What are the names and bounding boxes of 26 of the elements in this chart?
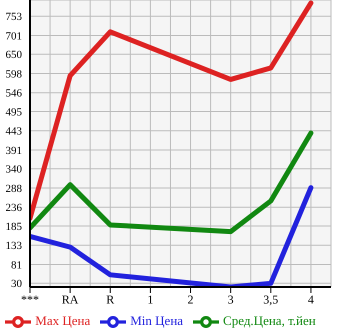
y-tick-label: 30 [11, 278, 22, 290]
x-tick-label: RA [62, 292, 79, 307]
y-tick-label: 288 [6, 182, 22, 195]
y-tick-label: 650 [6, 49, 22, 62]
x-tick-label: 1 [147, 292, 154, 307]
y-tick-label: 185 [6, 220, 22, 233]
x-tick-label: R [106, 292, 114, 307]
y-tick-label: 598 [6, 68, 22, 80]
y-tick-label: 753 [6, 11, 22, 24]
y-tick-label: 391 [6, 144, 22, 157]
legend-label: Min Цена [130, 312, 184, 328]
x-tick-label: 4 [308, 292, 314, 307]
y-tick-label: 81 [11, 259, 22, 272]
y-tick-label: 133 [6, 240, 22, 252]
y-tick-label: 701 [6, 30, 22, 42]
y-tick-label: 340 [6, 164, 22, 176]
y-tick-label: 236 [6, 202, 22, 214]
legend-label: Max Цена [35, 312, 90, 328]
x-tick-label: *** [21, 292, 39, 307]
x-tick-label: 3,5 [263, 292, 278, 307]
y-tick-label: 443 [6, 126, 22, 138]
y-tick-label: 495 [6, 106, 22, 118]
y-tick-label: 546 [6, 88, 22, 100]
x-tick-label: 2 [188, 292, 194, 307]
x-tick-label: 3 [228, 292, 234, 307]
legend-label: Сред.Цена, т.йен [223, 312, 316, 328]
